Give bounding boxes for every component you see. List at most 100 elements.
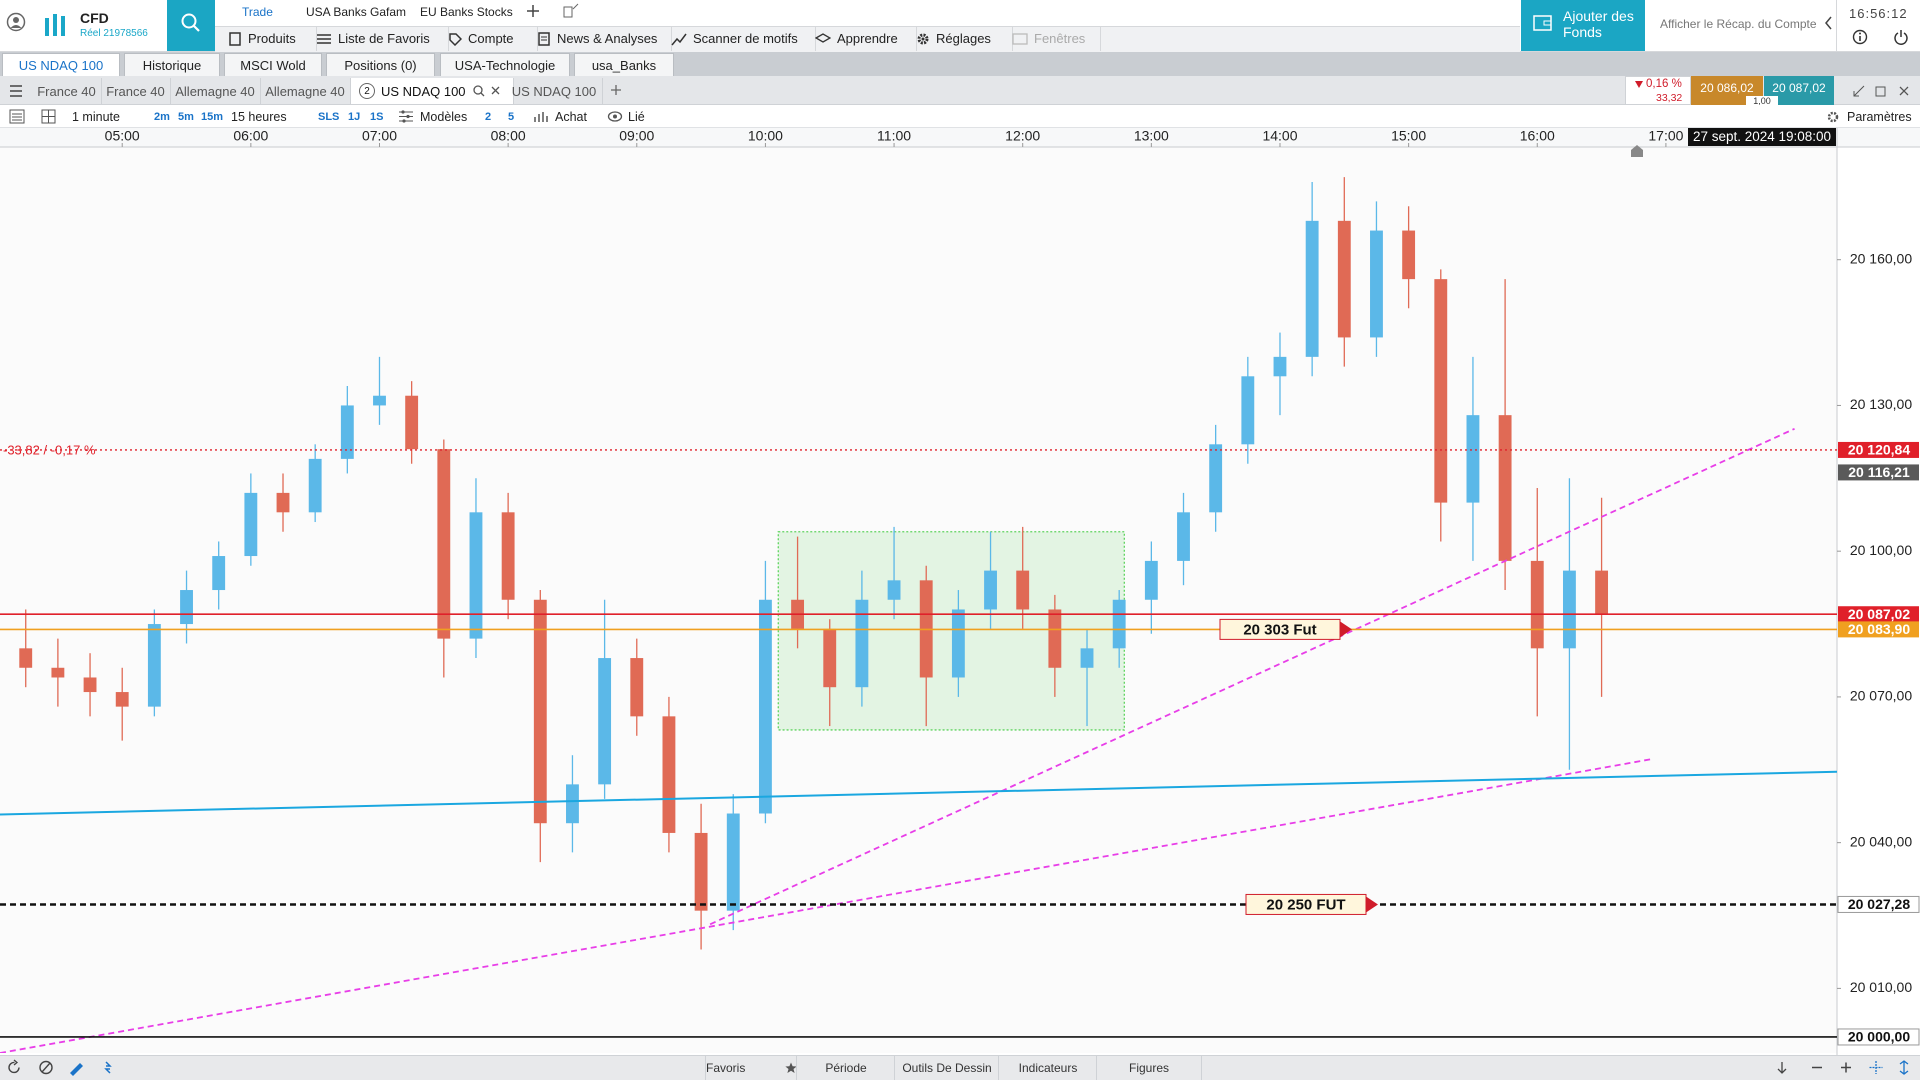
quick-interval[interactable]: 2m bbox=[154, 110, 170, 123]
menu-item[interactable]: Fenêtres bbox=[1002, 26, 1101, 51]
footer-tab[interactable]: Favoris bbox=[705, 1055, 797, 1080]
chart-tab[interactable]: France 40 bbox=[32, 78, 102, 104]
candle-body bbox=[823, 628, 837, 688]
collapse-icon[interactable] bbox=[1824, 15, 1834, 31]
top-link[interactable]: Trade bbox=[242, 5, 273, 19]
candle-body bbox=[1241, 376, 1255, 445]
layout-count[interactable]: 5 bbox=[508, 110, 515, 123]
menu-item[interactable]: Scanner de motifs bbox=[661, 26, 816, 51]
y-tick-label: 20 070,00 bbox=[1850, 688, 1912, 704]
range-zone bbox=[777, 531, 1125, 731]
toolbar-icons[interactable] bbox=[9, 109, 69, 124]
menu-icon bbox=[815, 32, 831, 43]
candle-body bbox=[51, 667, 65, 678]
menu-item[interactable]: Compte bbox=[438, 26, 538, 51]
candle-body bbox=[630, 658, 644, 717]
footer-tab[interactable]: Indicateurs bbox=[998, 1055, 1097, 1080]
zoom-tools[interactable] bbox=[1776, 1059, 1916, 1076]
wallet-icon bbox=[1533, 15, 1552, 31]
y-tick-label: 20 130,00 bbox=[1850, 396, 1912, 412]
top-link[interactable]: USA Banks Gafam bbox=[306, 5, 407, 19]
x-tick-label: 09:00 bbox=[619, 128, 654, 144]
footer-tab[interactable]: Période bbox=[796, 1055, 895, 1080]
top-link[interactable]: EU Banks Stocks bbox=[420, 5, 513, 19]
time-axis-bg bbox=[0, 128, 1920, 147]
workspace-tab[interactable]: USA-Technologie bbox=[440, 53, 570, 77]
interval-select[interactable]: 1 minute bbox=[72, 109, 120, 124]
price-level-tag bbox=[1838, 464, 1919, 481]
templates[interactable]: Modèles bbox=[420, 109, 468, 124]
add-chart-icon[interactable] bbox=[610, 84, 622, 96]
candle-body bbox=[1402, 230, 1416, 280]
candle-body bbox=[598, 658, 612, 785]
timestamp: 27 sept. 2024 19:08:00 bbox=[1693, 129, 1831, 144]
tab-label: US NDAQ 100 bbox=[381, 83, 466, 99]
chart-tab-active[interactable]: 2 US NDAQ 100 bbox=[351, 78, 514, 104]
annotation-arrow bbox=[1340, 621, 1352, 638]
menu-label: Fenêtres bbox=[1034, 31, 1086, 46]
workspace-tab[interactable]: Positions (0) bbox=[326, 53, 435, 77]
menu-label: Produits bbox=[248, 31, 296, 46]
chart-tab[interactable]: Allemagne 40 bbox=[260, 78, 351, 104]
candle-body bbox=[501, 512, 515, 600]
candle-body bbox=[694, 832, 708, 911]
menu-icon bbox=[917, 33, 929, 44]
workspace-tab[interactable]: Historique bbox=[124, 53, 220, 77]
menu-item[interactable]: Produits bbox=[218, 26, 317, 51]
settings[interactable]: Paramètres bbox=[1847, 109, 1912, 124]
mode[interactable]: 1S bbox=[370, 110, 384, 123]
menu-item[interactable]: Réglages bbox=[906, 26, 1013, 51]
x-tick-label: 16:00 bbox=[1520, 128, 1555, 144]
menu-item[interactable]: News & Analyses bbox=[527, 26, 672, 51]
price-level-tag bbox=[1837, 895, 1920, 913]
workspace-tab[interactable]: MSCI Wold bbox=[224, 53, 322, 77]
footer-tab[interactable]: Figures bbox=[1096, 1055, 1202, 1080]
price-chart[interactable]: -33,82 / -0,17 % 20 303 Fut 20 250 FUT 05:… bbox=[0, 128, 1920, 1055]
candle-body bbox=[1177, 512, 1190, 561]
candle-body bbox=[1080, 648, 1094, 668]
price-level-tag bbox=[1838, 621, 1919, 638]
order-type[interactable]: Achat bbox=[555, 109, 587, 124]
x-tick-label: 11:00 bbox=[877, 128, 911, 144]
chart-tab[interactable]: Allemagne 40 bbox=[170, 78, 261, 104]
account-summary[interactable]: Afficher le Récap. du Compte bbox=[1660, 17, 1817, 31]
workspace-tab[interactable]: usa_Banks bbox=[574, 53, 674, 77]
link[interactable]: Lié bbox=[628, 109, 645, 124]
hamburger-icon[interactable] bbox=[8, 84, 24, 98]
menu-label: Apprendre bbox=[837, 31, 898, 46]
menu-icon bbox=[449, 32, 462, 46]
info-icon[interactable] bbox=[1852, 29, 1868, 45]
candle-body bbox=[855, 599, 869, 688]
y-tick-label: 20 100,00 bbox=[1850, 542, 1912, 558]
x-tick-label: 12:00 bbox=[1005, 128, 1040, 144]
price-level-label: 20 120,84 bbox=[1848, 442, 1910, 458]
window-icons[interactable] bbox=[1852, 84, 1918, 98]
add-tab-icon[interactable] bbox=[526, 4, 540, 18]
clock: 16:56:12 bbox=[1849, 6, 1908, 21]
funds-button[interactable]: Ajouter des Fonds bbox=[1521, 0, 1645, 51]
footer-tab[interactable]: Outils De Dessin bbox=[894, 1055, 999, 1080]
quick-interval[interactable]: 5m bbox=[178, 110, 194, 123]
logo bbox=[45, 14, 65, 36]
chart-tab[interactable]: France 40 bbox=[101, 78, 171, 104]
period-select[interactable]: 15 heures bbox=[231, 109, 287, 124]
candle-body bbox=[1144, 560, 1158, 600]
layout-count[interactable]: 2 bbox=[485, 110, 492, 123]
workspace-tab[interactable]: US NDAQ 100 bbox=[2, 53, 120, 77]
mode[interactable]: SLS bbox=[318, 110, 340, 123]
x-tick-label: 15:00 bbox=[1391, 128, 1426, 144]
user-icon[interactable] bbox=[6, 12, 26, 32]
menu-label: Scanner de motifs bbox=[693, 31, 798, 46]
mode[interactable]: 1J bbox=[348, 110, 361, 123]
time-marker bbox=[1631, 145, 1643, 157]
menu-item[interactable]: Liste de Favoris bbox=[306, 26, 449, 51]
quick-interval[interactable]: 15m bbox=[201, 110, 224, 123]
candle-body bbox=[180, 590, 193, 625]
power-icon[interactable] bbox=[1893, 29, 1909, 45]
search-button[interactable] bbox=[167, 0, 215, 51]
chart-tab[interactable]: US NDAQ 100 bbox=[506, 78, 603, 104]
edit-icon[interactable] bbox=[562, 3, 580, 19]
spread: 1,00 bbox=[1746, 96, 1778, 106]
menu-item[interactable]: Apprendre bbox=[805, 26, 917, 51]
footer-tools[interactable] bbox=[6, 1059, 116, 1076]
